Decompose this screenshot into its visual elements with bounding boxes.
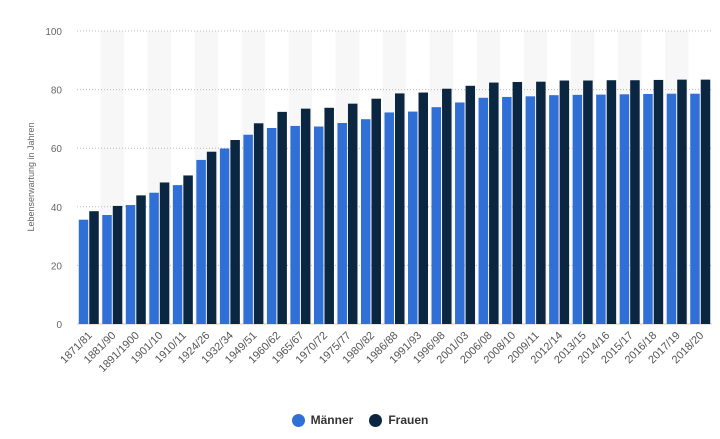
bar-maenner-1960-62[interactable]: [266, 127, 277, 324]
bar-maenner-1881-90[interactable]: [102, 215, 112, 324]
bar-maenner-1980-82[interactable]: [360, 119, 371, 325]
bar-maenner-1901-10[interactable]: [149, 192, 159, 324]
bar-maenner-2016-18[interactable]: [643, 93, 653, 325]
bar-frauen-2013-15[interactable]: [583, 80, 593, 324]
bar-frauen-1871-81[interactable]: [89, 211, 99, 324]
bar-maenner-1891-1900[interactable]: [125, 205, 136, 324]
bar-maenner-2015-17[interactable]: [619, 94, 630, 325]
bar-maenner-1975-77[interactable]: [337, 123, 347, 324]
bar-frauen-1996-98[interactable]: [442, 88, 452, 324]
y-tick-label: 100: [45, 27, 62, 38]
legend-marker-maenner: [291, 413, 305, 427]
bar-maenner-2009-11[interactable]: [525, 96, 536, 325]
legend-label-frauen: Frauen: [388, 413, 429, 427]
legend-marker-frauen: [369, 413, 383, 427]
bar-maenner-1924-26[interactable]: [196, 159, 206, 324]
bars: [78, 79, 711, 325]
bar-maenner-2006-08[interactable]: [478, 97, 489, 324]
bar-frauen-1960-62[interactable]: [277, 111, 287, 324]
bar-maenner-1991-93[interactable]: [408, 111, 418, 324]
bar-frauen-1986-88[interactable]: [395, 93, 405, 324]
bar-maenner-1871-81[interactable]: [78, 219, 89, 324]
bar-maenner-1910-11[interactable]: [172, 185, 183, 324]
bar-frauen-1891-1900[interactable]: [136, 195, 146, 324]
y-tick-label: 80: [51, 86, 63, 97]
bar-frauen-2009-11[interactable]: [536, 81, 546, 325]
bar-frauen-2015-17[interactable]: [630, 80, 640, 324]
legend: Männer Frauen: [0, 413, 720, 427]
bar-frauen-1932-34[interactable]: [230, 139, 240, 324]
bar-frauen-2006-08[interactable]: [489, 82, 499, 325]
bar-maenner-1949-51[interactable]: [243, 134, 253, 324]
legend-label-maenner: Männer: [310, 413, 354, 427]
y-tick-label: 0: [56, 320, 62, 331]
bar-maenner-2017-19[interactable]: [666, 93, 677, 325]
bar-maenner-2013-15[interactable]: [572, 94, 583, 325]
y-axis-ticks: 0 20 40 60 80 100: [45, 27, 62, 331]
bar-frauen-1991-93[interactable]: [418, 92, 429, 324]
bar-maenner-1965-67[interactable]: [290, 125, 300, 324]
bar-maenner-1986-88[interactable]: [384, 112, 395, 324]
bar-frauen-1924-26[interactable]: [206, 151, 217, 324]
bar-frauen-1949-51[interactable]: [253, 123, 264, 324]
bar-maenner-2018-20[interactable]: [690, 93, 700, 325]
bar-frauen-1901-10[interactable]: [159, 182, 170, 324]
x-axis-ticks: 1871/811881/901891/19001901/101910/11192…: [58, 330, 706, 375]
bar-maenner-2012-14[interactable]: [549, 95, 559, 325]
bar-frauen-2008-10[interactable]: [512, 81, 523, 325]
bar-maenner-2014-16[interactable]: [596, 94, 606, 325]
bar-frauen-2012-14[interactable]: [559, 80, 570, 324]
bar-frauen-2014-16[interactable]: [606, 80, 617, 324]
bar-frauen-2001-03[interactable]: [465, 85, 476, 324]
bar-maenner-1996-98[interactable]: [431, 107, 442, 325]
bar-maenner-2008-10[interactable]: [502, 96, 512, 324]
y-axis-label: Lebenserwartung in Jahren: [26, 122, 36, 231]
legend-item-maenner[interactable]: Männer: [291, 413, 354, 427]
y-tick-label: 40: [51, 203, 63, 214]
bar-frauen-1965-67[interactable]: [300, 108, 311, 325]
bar-frauen-1881-90[interactable]: [112, 205, 123, 324]
gridlines: [77, 30, 712, 325]
bar-frauen-1970-72[interactable]: [324, 107, 334, 325]
bar-maenner-2001-03[interactable]: [455, 102, 465, 324]
bar-frauen-1910-11[interactable]: [183, 175, 193, 324]
bar-frauen-2018-20[interactable]: [700, 79, 711, 324]
legend-item-frauen[interactable]: Frauen: [369, 413, 428, 427]
y-tick-label: 20: [51, 261, 63, 272]
y-tick-label: 60: [51, 144, 63, 155]
bar-frauen-1975-77[interactable]: [347, 103, 358, 324]
bar-maenner-1970-72[interactable]: [313, 126, 324, 324]
bar-frauen-2017-19[interactable]: [677, 79, 687, 324]
bar-maenner-1932-34[interactable]: [219, 148, 230, 324]
bar-frauen-1980-82[interactable]: [371, 98, 381, 324]
bar-frauen-2016-18[interactable]: [653, 79, 664, 324]
